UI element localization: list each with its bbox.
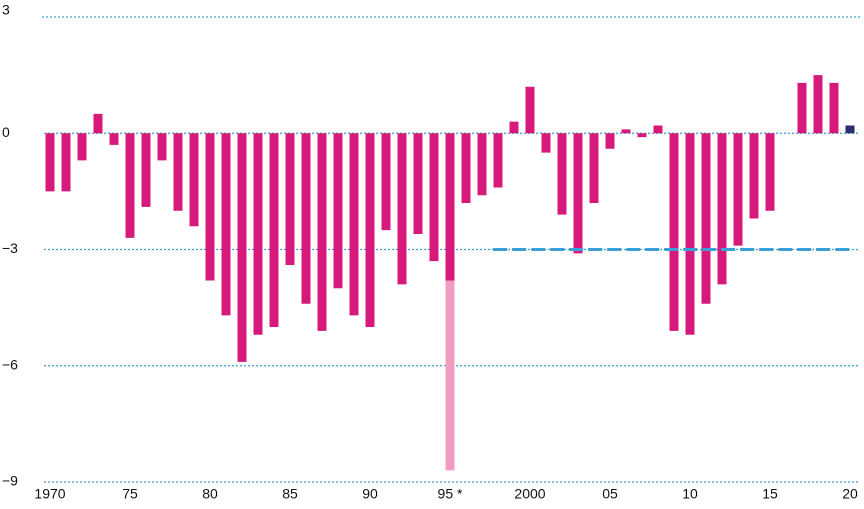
x-tick-label: 15: [762, 486, 778, 502]
bar: [445, 133, 455, 281]
bar: [637, 133, 647, 138]
bar: [317, 133, 327, 331]
bar: [845, 125, 855, 134]
bar: [221, 133, 231, 316]
bar: [669, 133, 679, 331]
bar: [541, 133, 551, 153]
bar: [477, 133, 487, 196]
x-tick-label: 80: [202, 486, 218, 502]
bar: [797, 82, 807, 134]
bar: [829, 82, 839, 134]
y-tick-label: −3: [2, 240, 18, 256]
bar: [749, 133, 759, 219]
bar: [301, 133, 311, 304]
bar: [349, 133, 359, 316]
bar: [461, 133, 471, 203]
y-tick-label: 0: [2, 124, 10, 140]
bar: [525, 86, 535, 134]
bar: [269, 133, 279, 327]
bar: [733, 133, 743, 246]
bar: [141, 133, 151, 207]
bar: [621, 129, 631, 134]
bar: [653, 125, 663, 134]
bar: [365, 133, 375, 327]
x-tick-label: 2000: [514, 486, 545, 502]
bar: [173, 133, 183, 211]
bar: [429, 133, 439, 262]
bar: [109, 133, 119, 145]
bar: [45, 133, 55, 192]
bar: [253, 133, 263, 335]
bar: [205, 133, 215, 281]
bar: [605, 133, 615, 149]
x-tick-label: 75: [122, 486, 138, 502]
x-tick-label: 85: [282, 486, 298, 502]
x-tick-label: 05: [602, 486, 618, 502]
bar: [77, 133, 87, 161]
bar: [589, 133, 599, 203]
bar: [573, 133, 583, 254]
bar: [685, 133, 695, 335]
bar: [493, 133, 503, 188]
bar: [413, 133, 423, 234]
bar: [701, 133, 711, 304]
bar: [381, 133, 391, 231]
bar: [813, 75, 823, 134]
bar: [765, 133, 775, 211]
bar: [61, 133, 71, 192]
bar: [93, 113, 103, 134]
bar: [333, 133, 343, 289]
x-tick-label: 10: [682, 486, 698, 502]
x-tick-label: 1970: [34, 486, 65, 502]
bar: [509, 121, 519, 134]
bar: [445, 280, 455, 471]
y-tick-label: 3: [2, 2, 10, 18]
bar: [397, 133, 407, 285]
bar: [557, 133, 567, 215]
bar: [125, 133, 135, 238]
x-tick-label: 90: [362, 486, 378, 502]
bar: [717, 133, 727, 285]
x-tick-label: 95 *: [438, 486, 463, 502]
x-tick-label: 20: [842, 486, 858, 502]
bar: [237, 133, 247, 362]
y-tick-label: −9: [2, 473, 18, 489]
bar: [285, 133, 295, 265]
y-tick-label: −6: [2, 356, 18, 372]
bar: [157, 133, 167, 161]
bar: [189, 133, 199, 227]
